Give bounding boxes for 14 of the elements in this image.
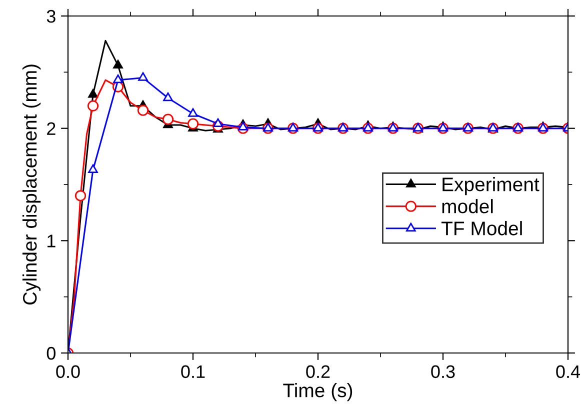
x-tick-label: 0.4 xyxy=(556,365,580,378)
x-axis-title: Time (s) xyxy=(283,383,352,402)
y-tick-label: 1 xyxy=(48,234,56,248)
y-tick-label: 0 xyxy=(46,346,56,360)
y-tick-label: 2 xyxy=(47,122,56,135)
x-tick-label: 0.3 xyxy=(431,365,455,378)
legend-label: TF Model xyxy=(441,221,522,236)
y-axis-title: Cylinder displacement (mm) xyxy=(22,64,41,305)
legend-label: model xyxy=(442,199,493,214)
x-tick-label: 0.2 xyxy=(306,365,330,378)
y-tick-label: 3 xyxy=(46,10,56,23)
x-tick-label: 0.1 xyxy=(181,365,205,378)
x-tick-label: 0.0 xyxy=(56,365,80,378)
legend-label: Experiment xyxy=(442,177,540,196)
